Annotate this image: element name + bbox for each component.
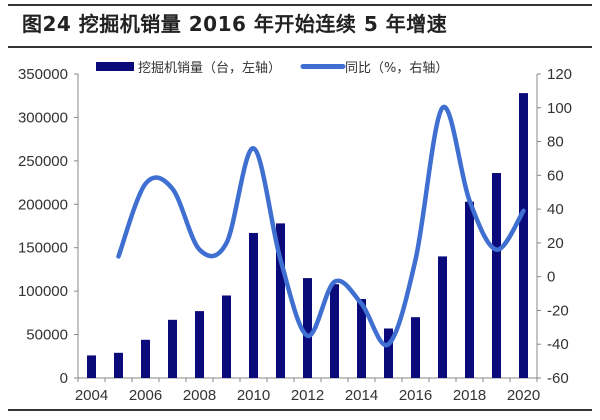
legend-line-label: 同比（%，右轴） [345, 61, 448, 76]
title-underline [8, 46, 592, 48]
right-axis-tick-label: 60 [547, 167, 564, 184]
bar-2010 [249, 232, 258, 378]
yoy-line [116, 104, 526, 348]
x-axis-tick-label: 2016 [399, 387, 432, 404]
bar-2017 [438, 256, 447, 378]
x-axis-tick-label: 2004 [75, 387, 108, 404]
left-axis-tick-label: 100000 [18, 283, 68, 300]
bar-2012 [303, 278, 312, 378]
left-axis-tick-label: 350000 [18, 66, 68, 83]
x-axis-tick-label: 2006 [129, 387, 162, 404]
bar-2015 [384, 328, 393, 378]
x-axis-tick-label: 2020 [507, 387, 540, 404]
right-axis-tick-label: 0 [547, 269, 555, 286]
x-axis-tick-label: 2010 [237, 387, 270, 404]
bar-2013 [330, 284, 339, 378]
x-axis-tick-label: 2012 [291, 387, 324, 404]
right-axis-tick-label: 40 [547, 201, 564, 218]
top-rule [8, 4, 592, 6]
left-axis-tick-label: 0 [60, 370, 68, 387]
left-axis-tick-label: 300000 [18, 109, 68, 126]
line-series [116, 104, 526, 348]
bar-2007 [168, 319, 177, 378]
bar-2011 [276, 223, 285, 378]
legend: 挖掘机销量（台，左轴） 同比（%，右轴） [96, 61, 448, 76]
axes: 0 50000 100000 150000 200000 250000 300000 3500… [18, 66, 572, 404]
bar-2019 [492, 173, 501, 378]
bar-2020 [519, 93, 528, 378]
right-axis-tick-label: -20 [547, 302, 569, 319]
bar-2008 [195, 311, 204, 378]
right-axis-tick-label: 80 [547, 134, 564, 151]
chart-title: 图24 挖掘机销量 2016 年开始连续 5 年增速 [22, 12, 448, 36]
legend-bar-swatch [96, 62, 134, 71]
bar-2006 [141, 339, 150, 378]
legend-bar-label: 挖掘机销量（台，左轴） [138, 61, 281, 76]
left-axis-tick-label: 250000 [18, 153, 68, 170]
x-axis-tick-label: 2008 [183, 387, 216, 404]
right-axis-tick-label: -40 [547, 336, 569, 353]
bar-2016 [411, 317, 420, 378]
bar-2018 [465, 201, 474, 378]
left-axis-tick-label: 150000 [18, 240, 68, 257]
bar-2004 [87, 355, 96, 378]
bar-2009 [222, 295, 231, 378]
x-axis-tick-label: 2018 [453, 387, 486, 404]
right-axis-tick-label: -60 [547, 370, 569, 387]
bar-2014 [357, 298, 366, 378]
bar-2005 [114, 352, 123, 378]
x-axis-tick-label: 2014 [345, 387, 378, 404]
left-axis-tick-label: 200000 [18, 196, 68, 213]
bottom-rule [8, 409, 592, 411]
bar-series [87, 93, 528, 378]
right-axis-tick-label: 120 [547, 66, 572, 83]
right-axis-tick-label: 20 [547, 235, 564, 252]
left-axis-tick-label: 50000 [26, 327, 68, 344]
right-axis-tick-label: 100 [547, 100, 572, 117]
